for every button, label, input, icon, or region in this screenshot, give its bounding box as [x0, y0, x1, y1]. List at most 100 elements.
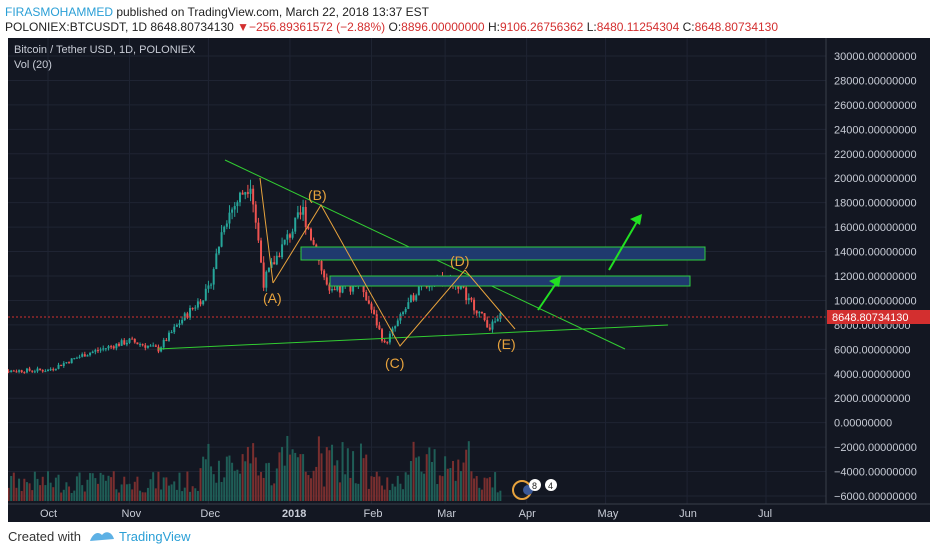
volume-bar [423, 473, 426, 501]
volume-bar [89, 473, 92, 501]
volume-bar [299, 454, 302, 501]
candle-body [459, 284, 462, 289]
tradingview-logo-icon[interactable] [88, 527, 116, 545]
candle-body [299, 212, 302, 215]
candle-body [144, 345, 147, 348]
candle-body [65, 362, 68, 364]
candle-body [412, 295, 415, 301]
volume-bar [115, 489, 118, 501]
volume-bar [152, 472, 155, 501]
price-chart[interactable]: (A) (B) (C) (D) (E) Bitcoin / Tether USD… [0, 38, 930, 522]
drawings [8, 159, 826, 350]
volume-bar [112, 471, 115, 501]
candle-body [291, 231, 294, 238]
high-value: 9106.26756362 [499, 20, 584, 34]
volume-bar [86, 479, 89, 501]
elliott-wave-path [272, 204, 516, 347]
volume-bar [228, 455, 231, 501]
volume-bar [386, 477, 389, 501]
volume-bar [317, 436, 320, 501]
candle-body [338, 286, 341, 293]
candle-body [281, 244, 284, 258]
volume-bar [99, 472, 102, 501]
candle-body [170, 332, 173, 334]
candle-body [115, 343, 118, 349]
volume-bar [70, 492, 73, 501]
candle-body [488, 327, 491, 330]
footer: Created with TradingView [0, 522, 932, 550]
symbol-info: POLONIEX:BTCUSDT, 1D 8648.80734130 [5, 20, 234, 34]
candle-body [189, 308, 192, 318]
event-badges[interactable]: 8 4 [512, 479, 557, 500]
grid-lines [8, 38, 826, 504]
candle-body [57, 364, 60, 369]
candle-body [294, 217, 297, 232]
candle-body [62, 363, 65, 366]
volume-bar [31, 490, 34, 501]
candle-body [86, 355, 89, 357]
volume-bar [286, 435, 289, 501]
candle-body [165, 339, 168, 341]
x-tick-label: Dec [200, 508, 220, 520]
candle-body [39, 368, 42, 371]
x-tick-label: Jul [758, 508, 772, 520]
volume-bar [307, 475, 310, 501]
candle-body [236, 202, 239, 207]
candle-body [491, 321, 494, 330]
price-scale[interactable] [826, 38, 930, 504]
volume-bar [133, 481, 136, 501]
candle-body [215, 253, 218, 270]
tradingview-link[interactable]: TradingView [119, 529, 191, 544]
volume-bar [420, 471, 423, 501]
x-tick-label: Apr [519, 508, 536, 520]
x-tick-label: Nov [122, 508, 142, 520]
candle-body [365, 292, 368, 301]
volume-bar [378, 476, 381, 501]
volume-bar [381, 485, 384, 501]
candle-body [28, 368, 31, 371]
candle-body [244, 192, 247, 195]
volume-bar [441, 476, 444, 501]
candle-body [125, 342, 128, 345]
candle-body [375, 314, 378, 326]
y-tick-label: 20000.00000000 [834, 173, 917, 185]
volume-bar [241, 454, 244, 501]
candle-body [225, 223, 228, 227]
volume-bar [391, 483, 394, 501]
volume-bar [462, 462, 465, 501]
volume-bar [404, 472, 407, 501]
volume-bar [488, 477, 491, 501]
candle-body [123, 340, 126, 345]
published-text: published on TradingView.com, March 22, … [113, 5, 429, 19]
volume-bar [499, 490, 502, 501]
candle-body [486, 320, 489, 328]
low-label: L: [586, 20, 597, 34]
candle-body [246, 192, 249, 194]
wave-label-d: (D) [450, 253, 469, 269]
volume-bar [433, 449, 436, 501]
volume-bar [191, 486, 194, 501]
y-tick-label: 6000.00000000 [834, 344, 910, 356]
event-badge-8: 8 [532, 481, 537, 491]
candle-body [267, 267, 270, 272]
volume-bar [260, 472, 263, 501]
volume-bar [12, 472, 15, 501]
volume-bar [449, 468, 452, 501]
candle-body [7, 371, 10, 373]
candle-body [336, 286, 339, 291]
volume-bar [341, 442, 344, 501]
volume-bar [107, 475, 110, 501]
volume-bar [236, 469, 239, 501]
candle-body [394, 326, 397, 329]
volume-bar [54, 477, 57, 501]
change-down-icon: ▼ [237, 20, 250, 34]
y-tick-label: 28000.00000000 [834, 75, 917, 87]
candle-body [270, 262, 273, 268]
volume-bar [233, 470, 236, 501]
author-link[interactable]: FIRASMOHAMMED [5, 5, 113, 19]
chart-pane[interactable]: (A) (B) (C) (D) (E) Bitcoin / Tether USD… [0, 38, 930, 522]
candle-body [10, 370, 13, 373]
volume-bar [136, 476, 139, 501]
volume-bar [438, 475, 441, 501]
candle-body [333, 289, 336, 291]
